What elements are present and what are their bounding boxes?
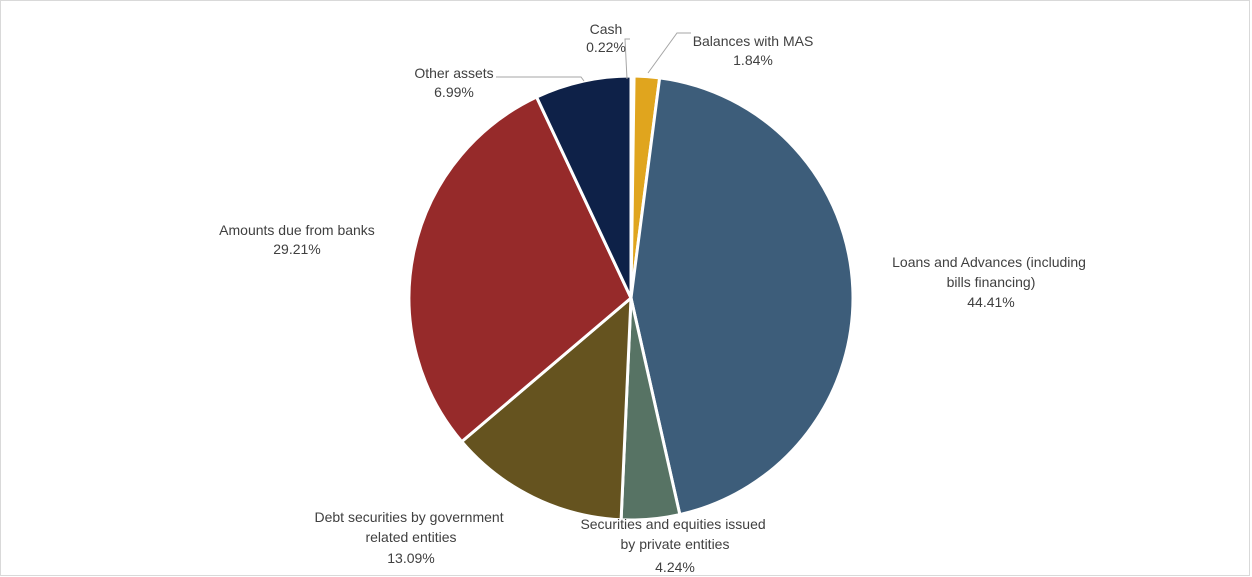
- pie-labels: Cash 0.22% Balances with MAS 1.84% Loans…: [219, 21, 1090, 575]
- label-balances-with-mas: Balances with MAS: [693, 33, 814, 49]
- label-amounts-due-from-banks: Amounts due from banks: [219, 222, 375, 238]
- leader-lines: [496, 32, 691, 82]
- label-debt-securities: Debt securities by government related en…: [315, 509, 508, 545]
- label-debt-line-1: Debt securities by government: [315, 509, 504, 525]
- label-loans-line-1: Loans and Advances (including: [892, 254, 1086, 270]
- slice-debt-securities-by-government-related-entities: [460, 296, 633, 522]
- slice-other-assets: [535, 74, 633, 300]
- label-loans-and-advances: Loans and Advances (including bills fina…: [892, 254, 1090, 290]
- value-cash: 0.22%: [586, 39, 626, 55]
- label-debt-line-2: related entities: [365, 529, 456, 545]
- label-loans-line-2: bills financing): [947, 274, 1036, 290]
- value-other-assets: 6.99%: [434, 84, 474, 100]
- pie-slices: [407, 74, 855, 522]
- value-debt-securities: 13.09%: [387, 550, 434, 566]
- value-securities-private: 4.24%: [655, 559, 695, 575]
- label-other-assets: Other assets: [414, 65, 493, 81]
- value-amounts-due-from-banks: 29.21%: [273, 241, 320, 257]
- label-securities-private: Securities and equities issued by privat…: [580, 516, 769, 552]
- label-securities-line-1: Securities and equities issued: [580, 516, 765, 532]
- leader-line-balances: [647, 32, 691, 74]
- slice-loans-and-advances-including-bills-financing: [629, 76, 855, 517]
- value-balances-with-mas: 1.84%: [733, 52, 773, 68]
- label-securities-line-2: by private entities: [621, 536, 730, 552]
- leader-line-cash: [624, 38, 630, 80]
- leader-line-other-assets: [496, 76, 585, 82]
- label-cash: Cash: [590, 21, 623, 37]
- value-loans-and-advances: 44.41%: [967, 294, 1014, 310]
